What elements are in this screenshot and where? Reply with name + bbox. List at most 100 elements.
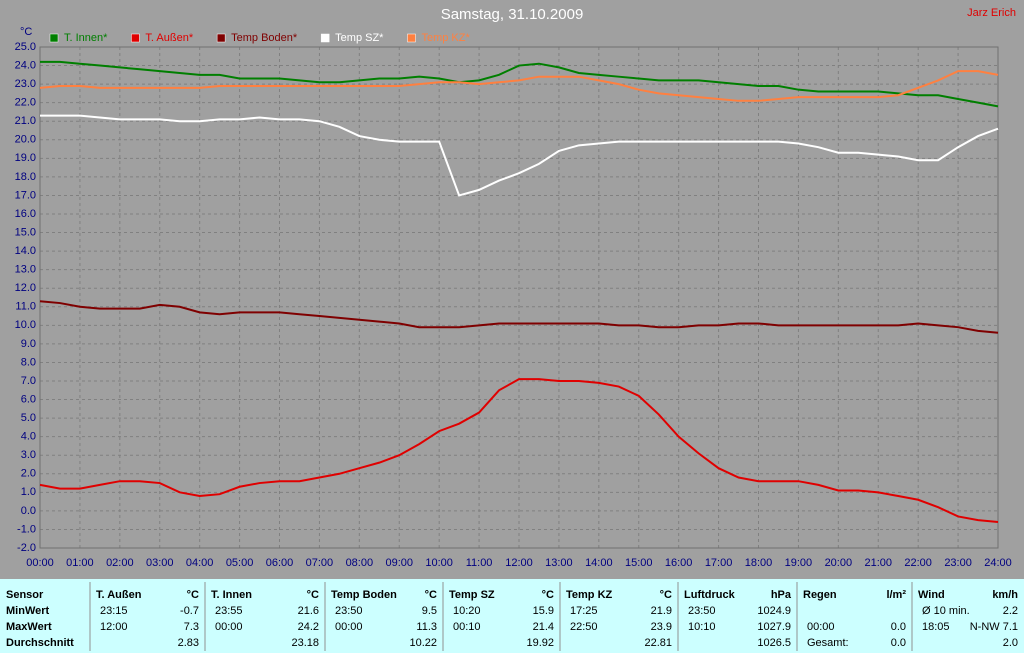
- y-tick-label: 19.0: [15, 152, 36, 164]
- author: Jarz Erich: [967, 7, 1016, 19]
- cell-time: 17:25: [570, 605, 598, 617]
- chart-title: Samstag, 31.10.2009: [441, 6, 584, 23]
- y-tick-label: 7.0: [21, 375, 36, 387]
- header-unit: °C: [542, 589, 554, 601]
- series-line: [39, 378, 999, 524]
- y-tick-label: 17.0: [15, 189, 36, 201]
- header-unit: km/h: [992, 589, 1018, 601]
- cell-value: 0.0: [891, 637, 906, 649]
- header-label: Temp KZ: [566, 589, 613, 601]
- legend-swatch: [216, 33, 226, 43]
- header-unit: °C: [660, 589, 672, 601]
- y-tick-label: 22.0: [15, 97, 36, 109]
- cell-value: 9.5: [422, 605, 437, 617]
- cell-time: 23:15: [100, 605, 128, 617]
- cell-value: 21.4: [533, 621, 554, 633]
- plot-frame: [39, 46, 999, 549]
- x-tick-label: 20:00: [825, 557, 853, 569]
- cell-value: 24.2: [298, 621, 319, 633]
- cell-time: 00:00: [335, 621, 363, 633]
- header-unit: °C: [425, 589, 437, 601]
- y-tick-label: 11.0: [15, 301, 36, 313]
- lines: [39, 60, 999, 524]
- y-tick-label: 18.0: [15, 171, 36, 183]
- cell-value: 15.9: [533, 605, 554, 617]
- x-tick-label: 23:00: [944, 557, 972, 569]
- x-tick-label: 06:00: [266, 557, 294, 569]
- y-tick-label: 14.0: [15, 245, 36, 257]
- header-unit: °C: [307, 589, 319, 601]
- y-tick-label: 4.0: [21, 431, 36, 443]
- legend-swatch: [49, 33, 59, 43]
- x-tick-label: 08:00: [346, 557, 374, 569]
- series-line: [39, 300, 999, 334]
- legend-swatch: [131, 33, 140, 43]
- series-line: [40, 60, 999, 108]
- header-label: T. Innen: [211, 589, 252, 601]
- x-tick-label: 16:00: [665, 557, 693, 569]
- header-label: Luftdruck: [684, 589, 736, 601]
- x-tick-label: 11:00: [466, 557, 493, 569]
- cell-value: 0.0: [891, 621, 906, 633]
- cell-time: 00:00: [807, 621, 835, 633]
- x-tick-label: 13:00: [545, 557, 573, 569]
- x-tick-label: 22:00: [904, 557, 932, 569]
- y-tick-label: 15.0: [15, 226, 36, 238]
- cell-value: 22.81: [644, 637, 672, 649]
- x-tick-label: 02:00: [106, 557, 134, 569]
- header-label: Regen: [803, 589, 837, 601]
- y-tick-label: 0.0: [21, 505, 36, 517]
- row-label: MinWert: [6, 605, 50, 617]
- header-unit: l/m²: [886, 589, 906, 601]
- cell-time: 18:05: [922, 621, 950, 633]
- legend-label: Temp SZ*: [335, 32, 384, 44]
- cell-time: 10:10: [688, 621, 716, 633]
- header-label: T. Außen: [96, 589, 142, 601]
- cell-value: 2.83: [178, 637, 199, 649]
- x-tick-label: 21:00: [864, 557, 892, 569]
- header-label: Wind: [918, 589, 945, 601]
- series-line: [40, 114, 999, 197]
- x-tick-label: 12:00: [505, 557, 533, 569]
- x-tick-label: 03:00: [146, 557, 174, 569]
- legend-swatch: [407, 33, 416, 43]
- cell-time: 23:55: [215, 605, 243, 617]
- header-label: Sensor: [6, 589, 44, 601]
- cell-value: 21.9: [651, 605, 672, 617]
- cell-value: 1024.9: [757, 605, 791, 617]
- legend-label: T. Außen*: [145, 32, 193, 44]
- x-tick-label: 10:00: [425, 557, 453, 569]
- x-tick-label: 07:00: [306, 557, 334, 569]
- table-background: [0, 579, 1024, 653]
- y-tick-label: 25.0: [15, 41, 36, 53]
- cell-value: 11.3: [416, 621, 437, 633]
- y-tick-label: 6.0: [21, 393, 36, 405]
- y-tick-label: 16.0: [15, 208, 36, 220]
- header-label: Temp Boden: [331, 589, 397, 601]
- x-tick-label: 17:00: [705, 557, 733, 569]
- series-line: [39, 70, 999, 102]
- y-tick-label: -1.0: [17, 523, 36, 535]
- legend: T. Innen* T. Außen* Temp Boden* Temp SZ* Tem…: [49, 32, 470, 44]
- cell-time: 10:20: [453, 605, 481, 617]
- cell-time: 23:50: [335, 605, 363, 617]
- cell-value: 19.92: [526, 637, 554, 649]
- x-tick-label: 01:00: [66, 557, 94, 569]
- x-tick-label: 09:00: [385, 557, 413, 569]
- cell-time: 22:50: [570, 621, 598, 633]
- y-tick-label: 12.0: [15, 282, 36, 294]
- cell-value: 7.3: [184, 621, 199, 633]
- cell-value: 2.0: [1003, 637, 1018, 649]
- y-tick-label: 24.0: [15, 59, 36, 71]
- cell-value: 21.6: [298, 605, 319, 617]
- cell-value: 1026.5: [757, 637, 791, 649]
- y-tick-label: 9.0: [21, 338, 36, 350]
- y-tick-label: 3.0: [21, 449, 36, 461]
- cell-time: 12:00: [100, 621, 128, 633]
- header-label: Temp SZ: [449, 589, 495, 601]
- cell-value: N-NW 7.1: [970, 621, 1018, 633]
- row-label: Durchschnitt: [6, 637, 74, 649]
- y-tick-label: 21.0: [15, 115, 36, 127]
- x-tick-label: 04:00: [186, 557, 214, 569]
